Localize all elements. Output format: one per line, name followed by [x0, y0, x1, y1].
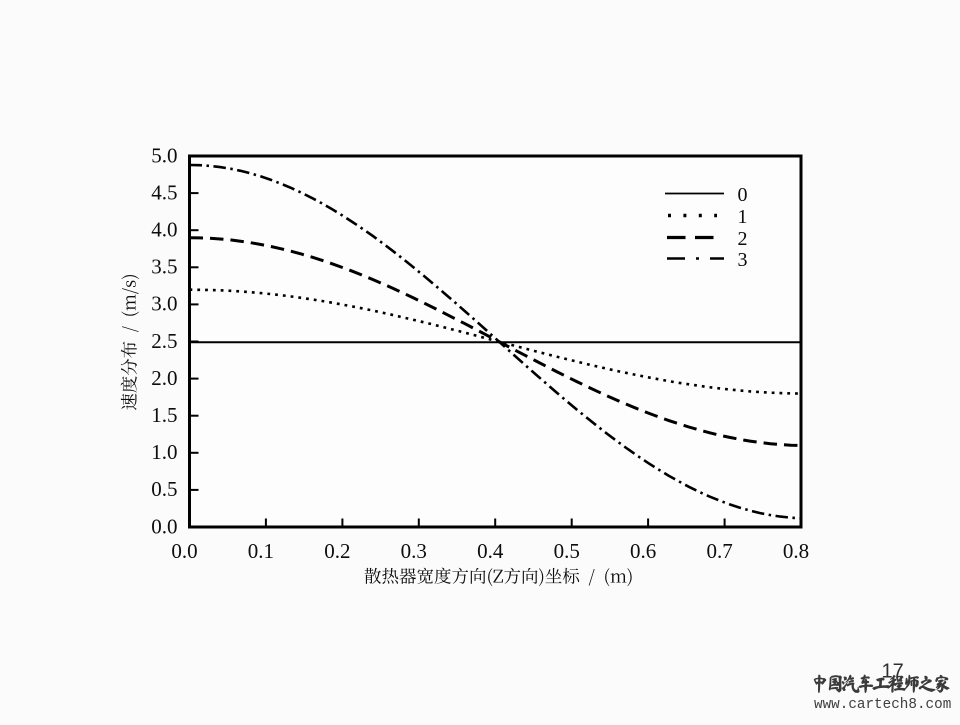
svg-text:0.5: 0.5	[554, 539, 580, 563]
svg-text:3.0: 3.0	[151, 292, 177, 316]
svg-text:4.0: 4.0	[151, 218, 177, 242]
svg-text:0: 0	[738, 184, 748, 206]
svg-text:2.5: 2.5	[151, 329, 177, 353]
svg-text:0.8: 0.8	[783, 539, 809, 563]
svg-text:1.5: 1.5	[151, 403, 177, 427]
svg-text:0.3: 0.3	[401, 539, 427, 563]
svg-text:0.6: 0.6	[630, 539, 656, 563]
svg-text:0.2: 0.2	[324, 539, 350, 563]
svg-text:0.5: 0.5	[151, 477, 177, 501]
svg-text:0.0: 0.0	[151, 514, 177, 538]
svg-text:1.0: 1.0	[151, 440, 177, 464]
svg-text:3.5: 3.5	[151, 255, 177, 279]
svg-text:4.5: 4.5	[151, 180, 177, 204]
svg-text:0.4: 0.4	[477, 539, 504, 563]
svg-text:5.0: 5.0	[151, 143, 177, 167]
svg-text:3: 3	[738, 249, 748, 271]
svg-text:0.0: 0.0	[171, 539, 197, 563]
svg-text:www.cartech8.com: www.cartech8.com	[814, 697, 951, 713]
svg-text:0.1: 0.1	[248, 539, 274, 563]
svg-text:17: 17	[882, 661, 904, 683]
svg-text:2.0: 2.0	[151, 366, 177, 390]
svg-text:0.7: 0.7	[706, 539, 732, 563]
svg-text:1: 1	[738, 206, 748, 228]
svg-text:2: 2	[738, 228, 748, 250]
